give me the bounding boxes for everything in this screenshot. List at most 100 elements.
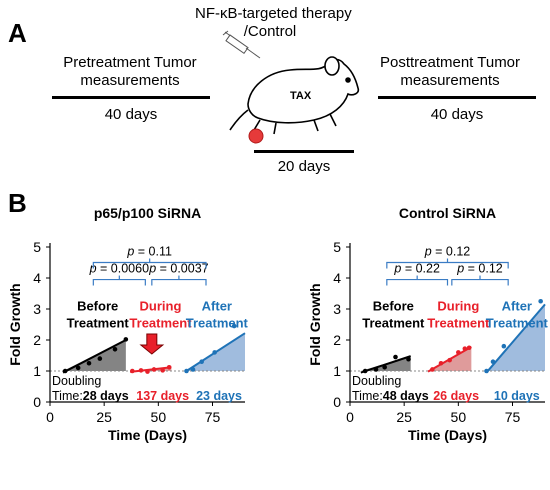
data-point [382, 364, 387, 370]
data-point [501, 343, 507, 349]
p-value-label: p = 0.0037 [148, 262, 208, 276]
down-arrow-icon [139, 333, 165, 355]
data-point [484, 368, 489, 374]
doubling-time-1: 137 days [136, 389, 189, 403]
data-point [62, 368, 68, 374]
bracket-1 [151, 278, 207, 286]
data-point [112, 347, 118, 352]
y-tick-label: 3 [333, 301, 341, 317]
phase-label-line1: After [502, 299, 532, 314]
phase-label-line1: During [140, 299, 182, 314]
p-value-label: p = 0.12 [456, 262, 503, 276]
y-tick-label: 0 [33, 394, 41, 410]
x-axis-label: Time (Days) [108, 427, 187, 443]
data-point [362, 368, 368, 374]
data-point [456, 350, 461, 355]
data-point [75, 365, 81, 371]
data-point [430, 367, 435, 372]
y-tick-label: 4 [33, 270, 41, 286]
x-tick-label: 25 [396, 409, 412, 425]
therapy-line-2: /Control [243, 23, 297, 40]
data-point [145, 369, 150, 374]
x-tick-label: 0 [346, 409, 354, 425]
phase-label-line2: Treatment [486, 316, 549, 331]
fit-line-2 [485, 303, 546, 374]
data-point [184, 368, 189, 374]
data-point [123, 337, 129, 342]
y-tick-label: 3 [33, 301, 41, 317]
data-point [166, 364, 172, 370]
doubling-time-1: 26 days [433, 389, 479, 403]
data-point [490, 359, 496, 364]
posttreatment-line-1: Posttreatment Tumor [379, 54, 521, 71]
pretreatment-days: 40 days [104, 106, 158, 123]
doubling-time-line: Time:28 days [52, 389, 129, 403]
phase-label-line2: Treatment [129, 316, 192, 331]
chart-title: Control SiRNA [399, 205, 496, 221]
doubling-time-2: 10 days [494, 389, 540, 403]
mouse-illustration: TAX [222, 30, 360, 144]
data-point [373, 367, 379, 372]
y-tick-label: 1 [33, 363, 41, 379]
data-point [447, 357, 452, 363]
syringe-icon [222, 30, 261, 59]
during-bar [254, 150, 354, 153]
data-point [462, 346, 468, 351]
doubling-label: Doubling [352, 374, 401, 388]
data-point [97, 356, 103, 361]
x-axis-label: Time (Days) [408, 427, 487, 443]
doubling-time-2: 23 days [196, 389, 242, 403]
x-tick-label: 50 [451, 409, 467, 425]
bracket-0 [92, 278, 146, 286]
data-point [160, 368, 165, 373]
y-tick-label: 0 [333, 394, 341, 410]
x-tick-label: 0 [46, 409, 54, 425]
p-value-label: p = 0.12 [424, 245, 471, 259]
x-tick-label: 25 [96, 409, 112, 425]
data-point [231, 323, 237, 329]
data-point [393, 354, 398, 360]
y-axis-label: Fold Growth [307, 283, 323, 365]
y-tick-label: 1 [333, 363, 341, 379]
p-value-label: p = 0.0060 [89, 262, 149, 276]
doubling-time-line: Time:48 days [352, 389, 429, 403]
phase-label-line1: Before [77, 299, 118, 314]
posttreatment-label: Posttreatment Tumor measurements [355, 54, 545, 90]
y-tick-label: 4 [333, 270, 341, 286]
therapy-label: NF-κB-targeted therapy /Control [195, 5, 352, 41]
fit-line-0 [62, 339, 127, 374]
tumor-icon [248, 128, 264, 144]
pretreatment-line-2: measurements [80, 72, 180, 89]
phase-label-line2: Treatment [427, 316, 490, 331]
doubling-label: Doubling [52, 374, 101, 388]
x-tick-label: 75 [505, 409, 521, 425]
fit-line-0 [360, 355, 411, 374]
chart-title: p65/p100 SiRNA [94, 205, 201, 221]
y-axis-label: Fold Growth [7, 283, 23, 365]
y-tick-label: 5 [333, 239, 341, 255]
pretreatment-label: Pretreatment Tumor measurements [35, 54, 225, 90]
phase-label-line1: Before [373, 299, 414, 314]
mouse-icon [229, 56, 360, 135]
bracket-1 [451, 278, 509, 286]
data-point [199, 359, 204, 364]
panel-b-letter: B [8, 188, 27, 218]
posttreatment-line-2: measurements [400, 72, 500, 89]
data-point [538, 298, 543, 304]
pretreatment-bar [52, 96, 210, 99]
panel-a-letter: A [8, 18, 27, 48]
phase-label-line1: During [437, 299, 479, 314]
phase-label-line2: Treatment [67, 316, 130, 331]
posttreatment-bar [378, 96, 536, 99]
bracket-0 [386, 278, 449, 286]
y-tick-label: 5 [33, 239, 41, 255]
fit-line-1 [130, 366, 172, 373]
mouse-label: TAX [290, 90, 312, 102]
phase-label-line2: Treatment [362, 316, 425, 331]
phase-label-line2: Treatment [186, 316, 249, 331]
pretreatment-line-1: Pretreatment Tumor [63, 54, 197, 71]
data-point [130, 368, 135, 374]
data-point [438, 360, 444, 366]
